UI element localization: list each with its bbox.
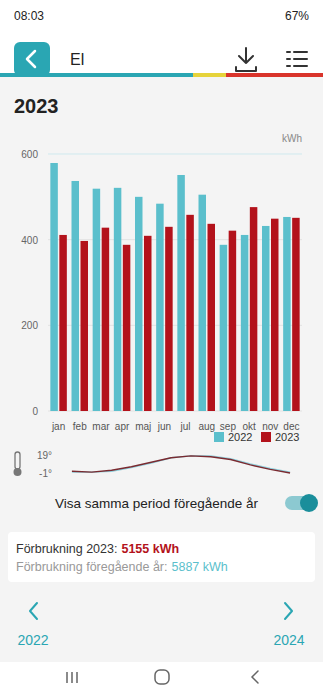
y-tick-label: 400 bbox=[21, 235, 38, 246]
bar bbox=[292, 218, 300, 411]
tick-mark bbox=[59, 455, 62, 456]
x-tick-label: maj bbox=[135, 421, 151, 432]
bar bbox=[208, 224, 216, 411]
bar bbox=[283, 217, 291, 411]
legend-label: 2022 bbox=[228, 431, 252, 443]
bar bbox=[271, 219, 279, 411]
previous-year-label[interactable]: 2022 bbox=[17, 632, 48, 648]
bar bbox=[165, 227, 173, 411]
chart: 19° -1° bbox=[37, 450, 290, 479]
y-tick-label: 600 bbox=[21, 149, 38, 160]
background bbox=[0, 0, 323, 700]
summary-value: 5155 kWh bbox=[121, 542, 179, 556]
bar bbox=[135, 197, 143, 411]
list-icon[interactable] bbox=[287, 52, 307, 66]
bar bbox=[250, 207, 257, 411]
bar bbox=[114, 188, 122, 411]
legend-label: 2023 bbox=[275, 431, 299, 443]
bar bbox=[50, 163, 58, 411]
y-axis-label: kWh bbox=[282, 133, 302, 144]
download-icon[interactable] bbox=[236, 48, 256, 71]
x-tick-label: jun bbox=[157, 421, 171, 432]
summary-label: Förbrukning föregående år: bbox=[16, 560, 167, 574]
accent-bar bbox=[0, 73, 193, 77]
toggle-switch[interactable] bbox=[285, 494, 318, 512]
y-tick-label: 19° bbox=[37, 450, 52, 461]
bar bbox=[241, 235, 249, 411]
system-nav[interactable] bbox=[67, 670, 258, 684]
accent-bar bbox=[193, 73, 226, 77]
system-nav-background bbox=[0, 662, 323, 700]
plot-area bbox=[72, 456, 290, 473]
summary-line: Förbrukning 2023: 5155 kWh bbox=[16, 542, 179, 556]
bar bbox=[220, 245, 228, 411]
bar bbox=[177, 175, 185, 411]
bar bbox=[229, 231, 237, 411]
chart: 0200400600kWhjanfebmaraprmajjunjulaugsep… bbox=[21, 133, 302, 443]
toggle-label: Visa samma period föregående år bbox=[55, 496, 259, 511]
next-year[interactable]: 2024 bbox=[273, 603, 304, 648]
bar bbox=[81, 241, 89, 411]
back-button[interactable] bbox=[14, 42, 50, 76]
previous-year[interactable]: 2022 bbox=[17, 603, 48, 648]
bar bbox=[72, 181, 80, 411]
x-tick-label: jul bbox=[180, 421, 191, 432]
line bbox=[72, 456, 290, 472]
x-tick-label: apr bbox=[115, 421, 130, 432]
summary-card bbox=[8, 532, 315, 582]
accent-bar bbox=[226, 73, 323, 77]
line bbox=[72, 456, 290, 473]
tick-mark bbox=[59, 473, 62, 474]
summary-line: Förbrukning föregående år: 5887 kWh bbox=[16, 560, 228, 574]
y-tick-label: -1° bbox=[39, 468, 52, 479]
bar bbox=[144, 236, 152, 411]
summary-label: Förbrukning 2023: bbox=[16, 542, 117, 556]
header-title: El bbox=[70, 51, 84, 68]
bar bbox=[262, 226, 270, 411]
legend-swatch bbox=[214, 432, 224, 442]
status-time: 08:03 bbox=[14, 9, 44, 23]
y-tick-label: 0 bbox=[32, 406, 38, 417]
bar bbox=[59, 235, 66, 411]
legend-swatch bbox=[261, 432, 271, 442]
bar bbox=[199, 195, 207, 411]
summary-value: 5887 kWh bbox=[171, 560, 227, 574]
thermometer-icon bbox=[14, 452, 22, 476]
year-heading: 2023 bbox=[14, 95, 59, 117]
status-battery: 67% bbox=[285, 9, 309, 23]
y-tick-label: 200 bbox=[21, 320, 38, 331]
screen: 08:03 67% El 2023 0 200 400 600 kWh janfebmaraprm… bbox=[0, 0, 323, 700]
x-tick-label: feb bbox=[73, 421, 87, 432]
bar bbox=[102, 228, 110, 411]
x-tick-label: aug bbox=[198, 421, 215, 432]
bar bbox=[93, 189, 101, 411]
x-tick-label: jan bbox=[51, 421, 65, 432]
bar bbox=[186, 215, 194, 411]
plot-area bbox=[50, 163, 299, 411]
grid-line bbox=[48, 154, 302, 155]
next-year-label[interactable]: 2024 bbox=[273, 632, 304, 648]
bar bbox=[156, 204, 164, 411]
bar bbox=[123, 245, 131, 411]
x-tick-label: mar bbox=[92, 421, 110, 432]
